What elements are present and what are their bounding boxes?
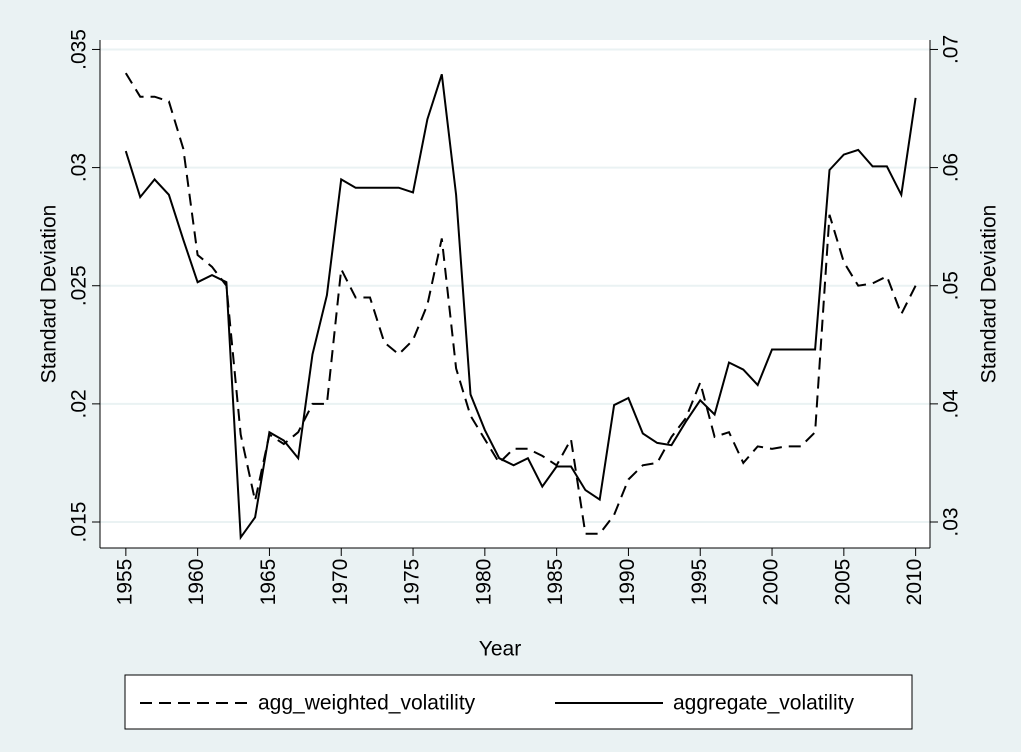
y2-tick-label: .04 bbox=[940, 389, 963, 419]
y-tick-label: .015 bbox=[68, 502, 91, 543]
x-tick-label: 2010 bbox=[903, 559, 926, 606]
series-line bbox=[124, 73, 917, 541]
legend bbox=[124, 674, 913, 730]
series-line bbox=[124, 72, 917, 535]
y2-tick-label: .05 bbox=[940, 271, 963, 300]
x-axis-title: Year bbox=[479, 638, 521, 661]
x-tick-label: 1960 bbox=[185, 559, 208, 606]
x-tick-label: 1970 bbox=[329, 559, 352, 606]
x-tick-label: 1975 bbox=[401, 559, 424, 606]
y2-tick-label: .07 bbox=[940, 35, 963, 64]
x-tick-label: 1980 bbox=[472, 559, 495, 606]
x-tick-label: 1985 bbox=[544, 559, 567, 606]
y-tick-label: .035 bbox=[68, 29, 91, 70]
x-tick-label: 1965 bbox=[257, 559, 280, 606]
legend-label: aggregate_volatility bbox=[673, 692, 854, 715]
x-tick-label: 1955 bbox=[113, 559, 136, 606]
y-tick-label: .025 bbox=[68, 265, 91, 306]
y2-tick-label: .06 bbox=[940, 153, 963, 182]
y-tick-label: .03 bbox=[68, 153, 91, 182]
y2-axis-title: Standard Deviation bbox=[978, 205, 1001, 384]
plot-area bbox=[100, 40, 930, 548]
y2-tick-label: .03 bbox=[940, 507, 963, 536]
y-axis-title: Standard Deviation bbox=[38, 205, 61, 384]
x-tick-label: 1990 bbox=[616, 559, 639, 606]
x-tick-label: 2000 bbox=[760, 559, 783, 606]
x-tick-label: 2005 bbox=[831, 559, 854, 606]
y-tick-label: .02 bbox=[68, 389, 91, 418]
x-tick-label: 1995 bbox=[688, 559, 711, 606]
legend-label: agg_weighted_volatility bbox=[258, 692, 476, 715]
